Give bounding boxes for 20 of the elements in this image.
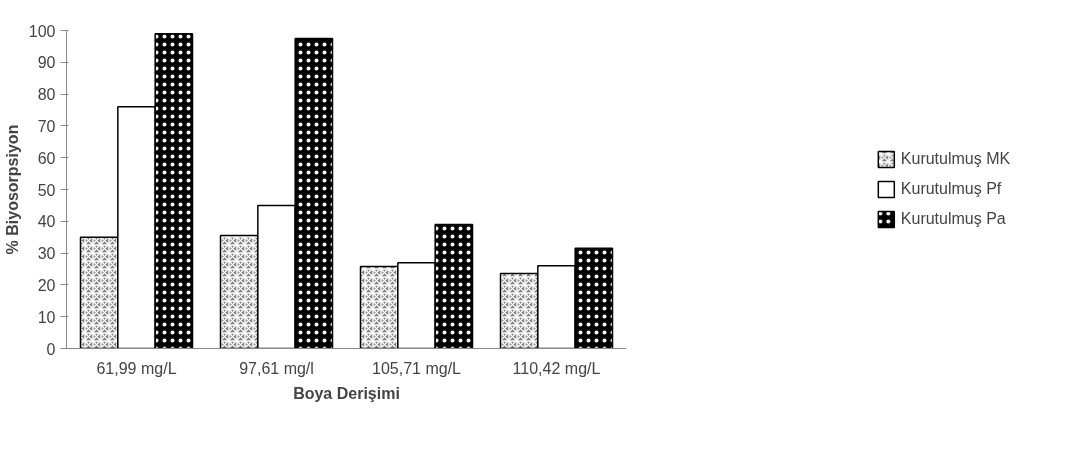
- y-tick-label: 20: [37, 276, 56, 294]
- legend-label: Kurutulmuş Pa: [900, 210, 1006, 228]
- y-tick-label: 90: [37, 54, 56, 72]
- x-axis-title: Boya Derişimi: [293, 384, 400, 402]
- y-tick-label: 60: [37, 149, 56, 167]
- y-tick-label: 70: [37, 117, 56, 135]
- legend-label: Kurutulmuş Pf: [900, 180, 1002, 198]
- y-tick-label: 80: [37, 86, 56, 104]
- x-tick-label: 61,99 mg/L: [96, 359, 177, 377]
- y-tick-label: 40: [37, 213, 56, 231]
- y-axis-title: % Biyosorpsiyon: [3, 124, 21, 255]
- y-tick-label: 30: [37, 245, 56, 263]
- y-tick-label: 10: [37, 308, 56, 326]
- x-tick-label: 110,42 mg/L: [512, 359, 601, 377]
- y-tick-label: 0: [46, 340, 56, 358]
- y-tick-label: 100: [28, 22, 56, 40]
- x-tick-label: 97,61 mg/l: [239, 359, 314, 377]
- legend-label: Kurutulmuş MK: [900, 150, 1011, 168]
- y-tick-label: 50: [37, 181, 56, 199]
- x-tick-label: 105,71 mg/L: [372, 359, 462, 377]
